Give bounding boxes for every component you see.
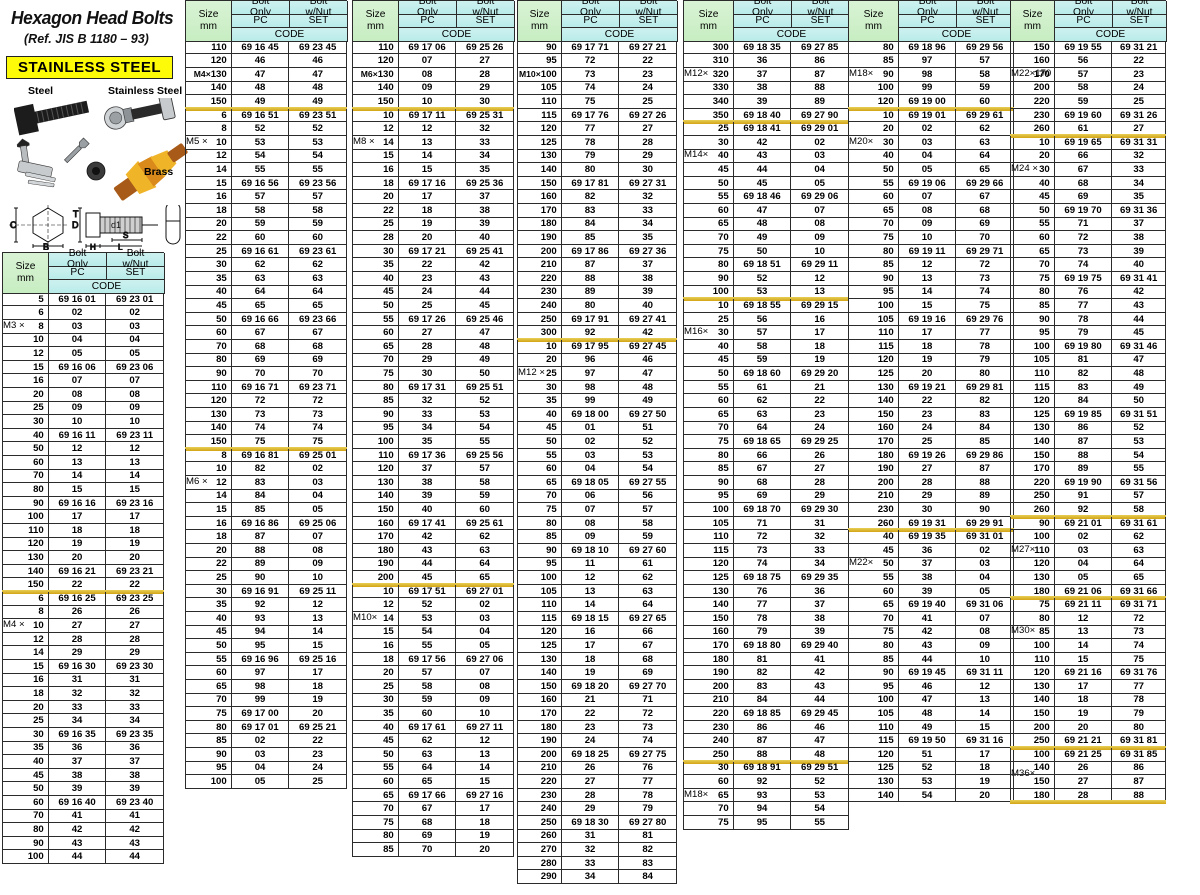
svg-text:C: C bbox=[10, 220, 17, 230]
svg-text:B: B bbox=[43, 242, 49, 250]
svg-text:L: L bbox=[118, 243, 123, 250]
svg-text:H: H bbox=[90, 243, 96, 250]
svg-text:T: T bbox=[73, 209, 79, 219]
svg-text:D: D bbox=[72, 220, 79, 230]
svg-text:S: S bbox=[123, 231, 128, 240]
svg-text:d1: d1 bbox=[111, 220, 121, 230]
